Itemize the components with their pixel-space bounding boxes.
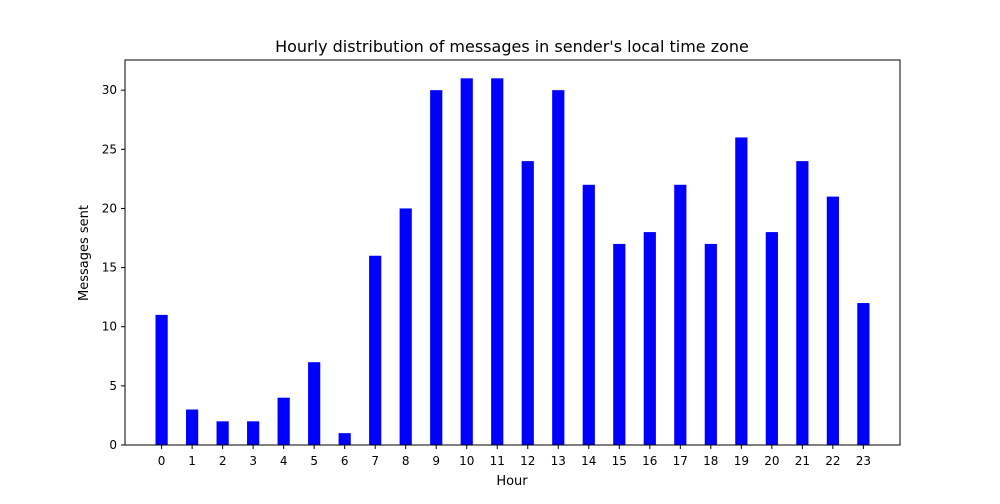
bars xyxy=(155,78,870,445)
bar-hour-8 xyxy=(399,208,412,445)
bar-hour-20 xyxy=(765,232,778,445)
x-tick-label: 22 xyxy=(825,454,840,468)
y-tick-label: 15 xyxy=(102,261,117,275)
x-tick-label: 16 xyxy=(642,454,657,468)
bar-hour-3 xyxy=(247,421,260,445)
bar-hour-0 xyxy=(155,314,168,445)
x-tick-label: 13 xyxy=(551,454,566,468)
y-tick-label: 10 xyxy=(102,320,117,334)
bar-hour-13 xyxy=(552,90,565,445)
bar-hour-15 xyxy=(613,243,626,445)
bar-hour-9 xyxy=(430,90,443,445)
y-tick-label: 20 xyxy=(102,201,117,215)
bar-hour-6 xyxy=(338,433,351,445)
bar-hour-17 xyxy=(674,184,687,445)
x-tick-label: 6 xyxy=(341,454,349,468)
x-tick-label: 1 xyxy=(188,454,196,468)
x-tick-label: 10 xyxy=(459,454,474,468)
bar-hour-5 xyxy=(308,362,321,445)
x-tick-label: 15 xyxy=(612,454,627,468)
x-tick-label: 4 xyxy=(280,454,288,468)
x-tick-label: 7 xyxy=(371,454,379,468)
bar-hour-2 xyxy=(216,421,229,445)
bar-hour-4 xyxy=(277,397,290,445)
x-axis-ticks: 0 1 2 3 4 5 6 7 8 9 10 11 12 13 14 15 16 17 18 19 20 21 22 23 xyxy=(158,445,871,468)
bar-hour-12 xyxy=(521,161,534,445)
x-axis-label: Hour xyxy=(496,474,528,489)
y-tick-label: 0 xyxy=(109,438,117,452)
y-tick-label: 25 xyxy=(102,142,117,156)
bar-hour-21 xyxy=(796,161,809,445)
bar-hour-22 xyxy=(826,196,839,445)
x-tick-label: 14 xyxy=(581,454,596,468)
plot-frame xyxy=(124,59,901,446)
bar-hour-18 xyxy=(704,243,717,445)
x-tick-label: 18 xyxy=(703,454,718,468)
x-tick-label: 23 xyxy=(856,454,871,468)
x-tick-label: 21 xyxy=(795,454,810,468)
x-tick-label: 11 xyxy=(490,454,505,468)
bar-hour-23 xyxy=(857,303,870,445)
bar-hour-11 xyxy=(491,78,504,445)
y-axis-ticks: 0 5 10 15 20 25 30 xyxy=(102,83,125,452)
x-tick-label: 2 xyxy=(219,454,227,468)
x-tick-label: 12 xyxy=(520,454,535,468)
x-tick-label: 9 xyxy=(432,454,440,468)
x-tick-label: 19 xyxy=(734,454,749,468)
x-tick-label: 17 xyxy=(673,454,688,468)
x-tick-label: 0 xyxy=(158,454,166,468)
bar-hour-14 xyxy=(582,184,595,445)
bar-hour-19 xyxy=(735,137,748,445)
y-axis-label: Messages sent xyxy=(77,205,92,301)
x-tick-label: 3 xyxy=(249,454,257,468)
x-tick-label: 5 xyxy=(310,454,318,468)
x-tick-label: 8 xyxy=(402,454,410,468)
bar-hour-10 xyxy=(460,78,473,445)
bar-hour-7 xyxy=(369,255,382,445)
chart-title: Hourly distribution of messages in sende… xyxy=(275,37,749,56)
y-tick-label: 30 xyxy=(102,83,117,97)
x-tick-label: 20 xyxy=(764,454,779,468)
bar-hour-1 xyxy=(186,409,199,445)
bar-hour-16 xyxy=(643,232,656,445)
y-tick-label: 5 xyxy=(109,379,117,393)
